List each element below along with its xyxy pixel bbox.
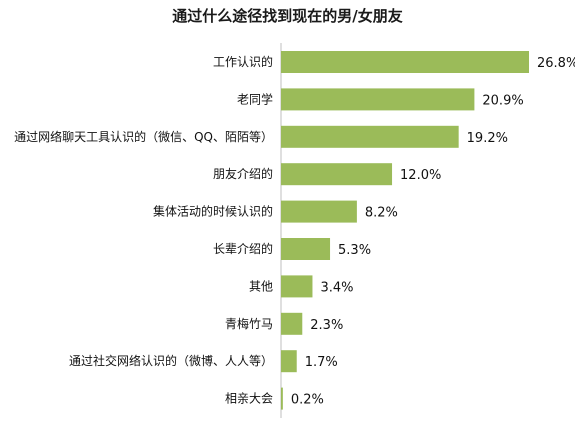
- value-label-5: 5.3%: [338, 243, 371, 258]
- value-label-6: 3.4%: [320, 280, 353, 295]
- category-label-3: 朋友介绍的: [213, 166, 273, 181]
- bar-0: [281, 51, 529, 73]
- value-label-0: 26.8%: [537, 56, 575, 71]
- category-label-2: 通过网络聊天工具认识的（微信、QQ、陌陌等）: [14, 129, 273, 144]
- chart-title: 通过什么途径找到现在的男/女朋友: [172, 7, 403, 25]
- category-label-4: 集体活动的时候认识的: [153, 204, 273, 219]
- value-label-9: 0.2%: [291, 393, 324, 408]
- value-label-1: 20.9%: [482, 93, 523, 108]
- bar-5: [281, 238, 331, 260]
- bar-1: [281, 88, 475, 111]
- category-label-7: 青梅竹马: [225, 316, 273, 331]
- value-label-2: 19.2%: [467, 131, 508, 146]
- bar-9: [281, 387, 283, 410]
- category-label-9: 相亲大会: [225, 392, 273, 406]
- bar-3: [281, 163, 393, 186]
- bar-4: [281, 200, 357, 223]
- category-label-8: 通过社交网络认识的（微博、人人等）: [69, 353, 273, 368]
- bar-8: [281, 350, 297, 373]
- bar-2: [281, 125, 459, 148]
- bar-7: [281, 312, 303, 335]
- category-label-5: 长辈介绍的: [213, 241, 273, 256]
- category-label-6: 其他: [249, 279, 273, 293]
- bar-6: [281, 275, 313, 298]
- value-label-4: 8.2%: [365, 206, 398, 221]
- value-label-8: 1.7%: [305, 355, 338, 370]
- category-label-0: 工作认识的: [213, 54, 273, 69]
- value-label-3: 12.0%: [400, 168, 441, 183]
- category-label-1: 老同学: [237, 91, 273, 106]
- value-label-7: 2.3%: [310, 318, 343, 333]
